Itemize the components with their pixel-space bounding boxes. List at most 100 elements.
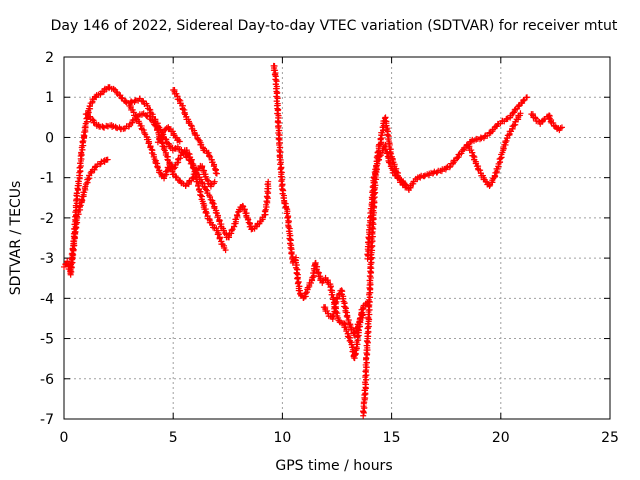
x-tick-label: 20 [492, 430, 510, 446]
data-point [160, 146, 167, 153]
data-point [558, 124, 565, 131]
data-point [210, 163, 217, 170]
data-point [368, 265, 375, 272]
data-point [206, 193, 213, 200]
data-point [274, 95, 281, 102]
y-axis-label: SDTVAR / TECUs [8, 181, 24, 296]
data-point [176, 138, 183, 145]
data-point [203, 210, 210, 217]
data-point [344, 314, 351, 321]
data-point [187, 122, 194, 129]
data-point [80, 137, 87, 144]
data-point [228, 226, 235, 233]
x-tick-label: 15 [383, 430, 401, 446]
plot-frame [63, 56, 611, 420]
x-tick-labels: 0 5 10 15 20 25 [60, 430, 619, 446]
data-point [386, 159, 393, 166]
y-tick-label: -3 [40, 251, 54, 267]
data-point [154, 163, 161, 170]
data-point [177, 155, 184, 162]
axis-ticks [63, 56, 611, 420]
data-point [86, 103, 93, 110]
data-point [214, 214, 221, 221]
data-point [132, 112, 139, 119]
data-point [277, 166, 284, 173]
data-point [73, 190, 80, 197]
data-point [153, 122, 160, 129]
data-point [365, 314, 372, 321]
data-point [211, 178, 218, 185]
data-point [332, 300, 339, 307]
data-point [376, 153, 383, 160]
data-point [360, 311, 367, 318]
data-point [189, 164, 196, 171]
data-point [100, 158, 107, 165]
data-point [69, 245, 76, 252]
data-point [277, 149, 284, 156]
data-point [283, 205, 290, 212]
data-point [146, 140, 153, 147]
data-point [151, 156, 158, 163]
data-point [369, 183, 376, 190]
chart-title: Day 146 of 2022, Sidereal Day-to-day VTE… [51, 18, 618, 34]
data-point [365, 234, 372, 241]
data-point [339, 295, 346, 302]
y-tick-label: -2 [40, 211, 54, 227]
data-point [67, 263, 74, 270]
data-point [313, 266, 320, 273]
data-point [154, 164, 161, 171]
data-point [367, 205, 374, 212]
data-point [302, 290, 309, 297]
x-tick-label: 5 [169, 430, 178, 446]
data-points [61, 62, 565, 419]
data-point [273, 78, 280, 85]
data-point [233, 211, 240, 218]
x-axis-label: GPS time / hours [275, 458, 392, 474]
data-point [343, 313, 350, 320]
grid-lines [64, 57, 610, 419]
x-tick-label: 10 [273, 430, 291, 446]
data-point [100, 124, 107, 131]
data-point [503, 135, 510, 142]
data-point [154, 139, 161, 146]
data-point [550, 119, 557, 126]
data-point [244, 216, 251, 223]
y-tick-label: -1 [40, 171, 54, 187]
data-point [265, 178, 272, 185]
data-point [293, 270, 300, 277]
data-point [75, 178, 82, 185]
data-point [141, 130, 148, 137]
data-point [359, 312, 366, 319]
data-point [209, 200, 216, 207]
data-point [202, 186, 209, 193]
data-point [263, 193, 270, 200]
data-point [288, 250, 295, 257]
data-point [284, 214, 291, 221]
data-point [382, 146, 389, 153]
x-tick-label: 0 [60, 430, 69, 446]
y-tick-labels: -7 -6 -5 -4 -3 -2 -1 0 1 2 [40, 50, 54, 428]
data-point [106, 85, 113, 92]
data-point [515, 103, 522, 110]
data-point [443, 164, 450, 171]
data-point [163, 168, 170, 175]
y-tick-label: -4 [40, 291, 54, 307]
data-point [383, 150, 390, 157]
y-tick-label: 0 [45, 130, 54, 146]
y-tick-label: -5 [40, 332, 54, 348]
data-point [176, 96, 183, 103]
data-point [104, 156, 111, 163]
data-point [195, 136, 202, 143]
data-point [215, 231, 222, 238]
data-point [517, 110, 524, 117]
data-point [213, 170, 220, 177]
data-point [261, 208, 268, 215]
data-point [222, 247, 229, 254]
data-point [403, 182, 410, 189]
y-tick-label: 2 [45, 50, 54, 66]
data-point [370, 173, 377, 180]
data-point [195, 183, 202, 190]
data-point [85, 176, 92, 183]
data-point [89, 116, 96, 123]
